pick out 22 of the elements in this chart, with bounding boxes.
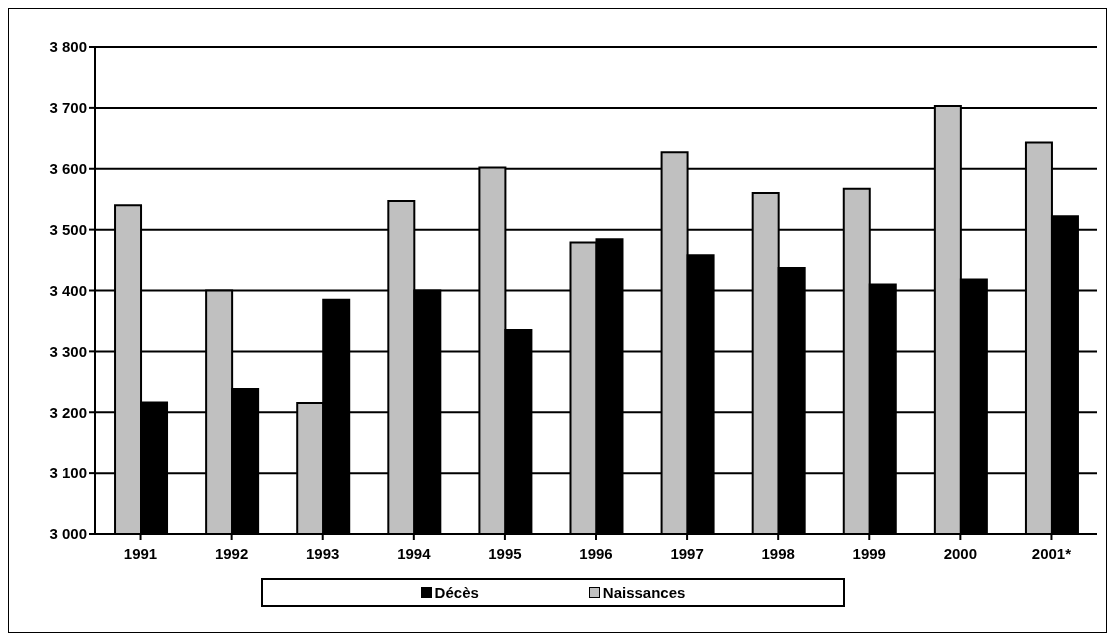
x-tick-label: 1993	[306, 544, 340, 562]
x-tick-label: 1996	[579, 544, 613, 562]
y-tick-label: 3 200	[49, 403, 87, 421]
x-tick-label: 1998	[761, 544, 795, 562]
legend-label: Naissances	[601, 584, 686, 601]
y-tick-label: 3 700	[49, 99, 87, 117]
x-tick-label: 2001*	[1031, 544, 1072, 562]
x-tick-label: 1997	[670, 544, 704, 562]
y-tick-label: 3 100	[49, 464, 87, 482]
x-tick-label: 1994	[397, 544, 432, 562]
x-tick-label: 1992	[214, 544, 249, 562]
y-tick-label: 3 800	[49, 38, 87, 56]
x-tick-label: 1991	[123, 544, 158, 562]
y-tick-label: 3 000	[49, 525, 87, 543]
y-tick-label: 3 600	[49, 160, 87, 178]
legend-label: Décès	[433, 584, 479, 601]
x-tick-label: 2000	[943, 544, 978, 562]
y-tick-label: 3 500	[49, 220, 87, 238]
x-tick-label: 1999	[852, 544, 886, 562]
y-tick-label: 3 300	[49, 342, 87, 360]
y-tick-label: 3 400	[49, 281, 87, 299]
x-tick-label: 1995	[488, 544, 522, 562]
